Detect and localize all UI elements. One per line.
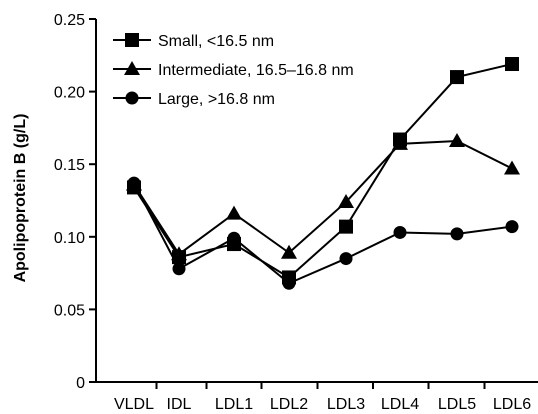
x-tick-label: LDL1	[215, 396, 253, 413]
data-point-square	[505, 57, 519, 72]
y-tick-label: 0.10	[54, 230, 85, 247]
x-axis-ticks: VLDL IDL LDL1 LDL2 LDL3 LDL4 LDL5 LDL6	[114, 382, 531, 413]
series-triangle	[126, 132, 520, 261]
x-tick-label: LDL6	[493, 396, 531, 413]
data-point-circle	[127, 176, 141, 190]
y-tick-label: 0	[76, 375, 85, 392]
data-point-triangle	[281, 244, 297, 259]
data-point-circle	[125, 91, 139, 105]
legend-label: Small, <16.5 nm	[158, 33, 274, 50]
legend-label: Intermediate, 16.5–16.8 nm	[158, 62, 354, 79]
y-tick-label: 0.05	[54, 302, 85, 319]
x-tick-label: LDL4	[381, 396, 419, 413]
data-point-circle	[450, 227, 464, 241]
series-line	[133, 63, 513, 279]
y-tick-label: 0.25	[54, 12, 85, 29]
y-axis-ticks: 0 0.05 0.10 0.15 0.20 0.25	[54, 12, 96, 392]
data-point-triangle	[124, 61, 140, 75]
data-point-square	[125, 33, 139, 47]
data-point-circle	[227, 231, 241, 245]
legend-item: Large, >16.8 nm	[113, 91, 275, 108]
data-point-triangle	[449, 132, 465, 147]
series-line	[133, 182, 513, 285]
x-tick-label: LDL2	[270, 396, 308, 413]
data-point-circle	[282, 276, 296, 290]
series-circle	[127, 176, 519, 290]
data-point-circle	[339, 252, 353, 266]
x-tick-label: IDL	[167, 396, 192, 413]
data-point-square	[339, 219, 353, 234]
x-tick-label: VLDL	[114, 396, 154, 413]
y-axis-label: Apolipoprotein B (g/L)	[12, 114, 29, 283]
data-point-triangle	[171, 246, 187, 261]
chart-series	[126, 57, 520, 290]
legend: Small, <16.5 nm Intermediate, 16.5–16.8 n…	[113, 33, 354, 108]
data-point-circle	[393, 225, 407, 239]
x-tick-label: LDL3	[327, 396, 365, 413]
legend-label: Large, >16.8 nm	[158, 91, 275, 108]
x-tick-label: LDL5	[438, 396, 476, 413]
data-point-square	[450, 70, 464, 85]
data-point-triangle	[504, 160, 520, 175]
y-tick-label: 0.20	[54, 85, 85, 102]
legend-item: Small, <16.5 nm	[113, 33, 274, 50]
data-point-triangle	[226, 205, 242, 220]
series-line	[133, 139, 513, 256]
data-point-circle	[505, 220, 519, 234]
y-tick-label: 0.15	[54, 157, 85, 174]
data-point-triangle	[392, 135, 408, 150]
data-point-triangle	[338, 193, 354, 208]
data-point-circle	[172, 262, 186, 276]
legend-item: Intermediate, 16.5–16.8 nm	[113, 61, 354, 79]
